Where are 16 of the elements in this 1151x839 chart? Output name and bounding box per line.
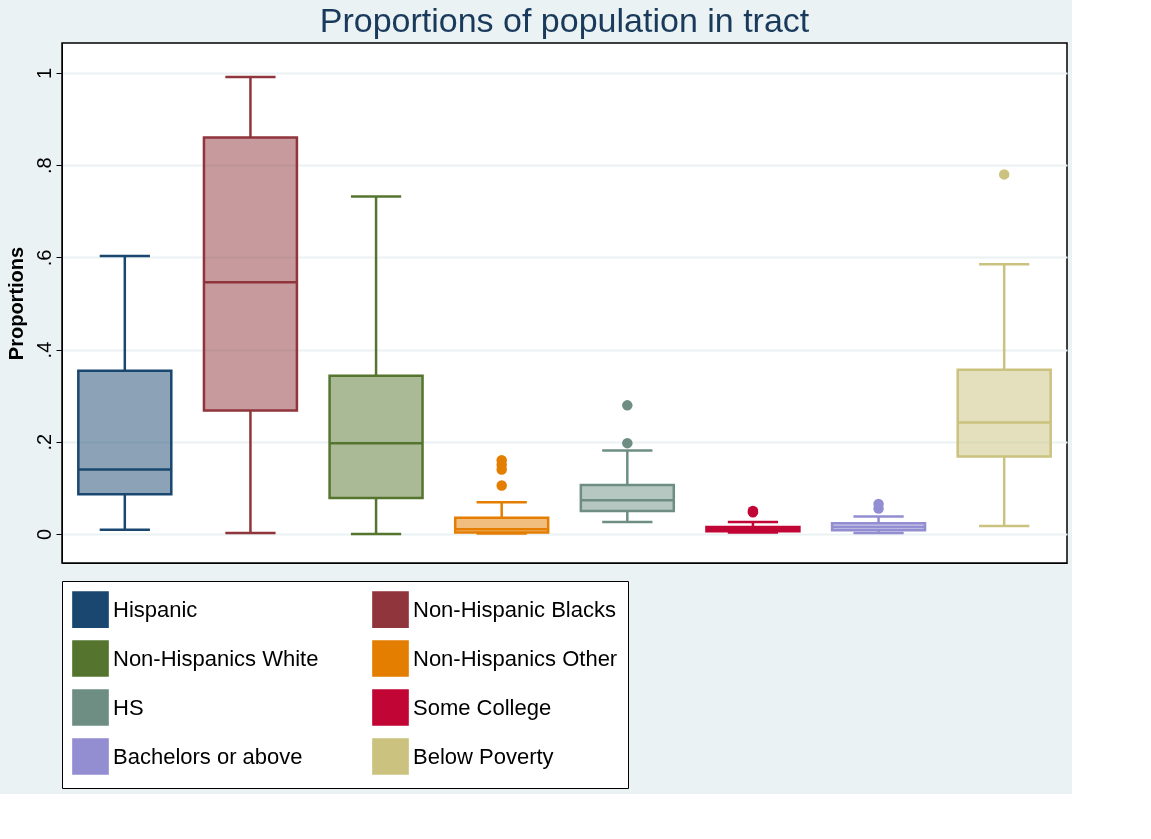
legend-label: Non-Hispanics Other <box>413 645 618 671</box>
y-tick-label: .6 <box>32 249 55 267</box>
y-tick-label: 0 <box>32 528 55 541</box>
y-axis-title: Proportions <box>4 246 27 361</box>
legend-label: Bachelors or above <box>113 743 303 769</box>
legend-label: Below Poverty <box>413 743 554 769</box>
legend-label: Some College <box>413 694 552 720</box>
legend-label: Non-Hispanics White <box>113 645 319 671</box>
y-tick-label: .8 <box>32 157 55 175</box>
y-tick-label: 1 <box>32 67 55 80</box>
y-tick-label: .4 <box>32 341 55 359</box>
legend-label: Hispanic <box>113 596 198 622</box>
y-tick-label: .2 <box>32 433 55 451</box>
legend-label: HS <box>113 694 144 720</box>
chart-title: Proportions of population in tract <box>319 1 810 39</box>
legend-label: Non-Hispanic Blacks <box>413 596 616 622</box>
